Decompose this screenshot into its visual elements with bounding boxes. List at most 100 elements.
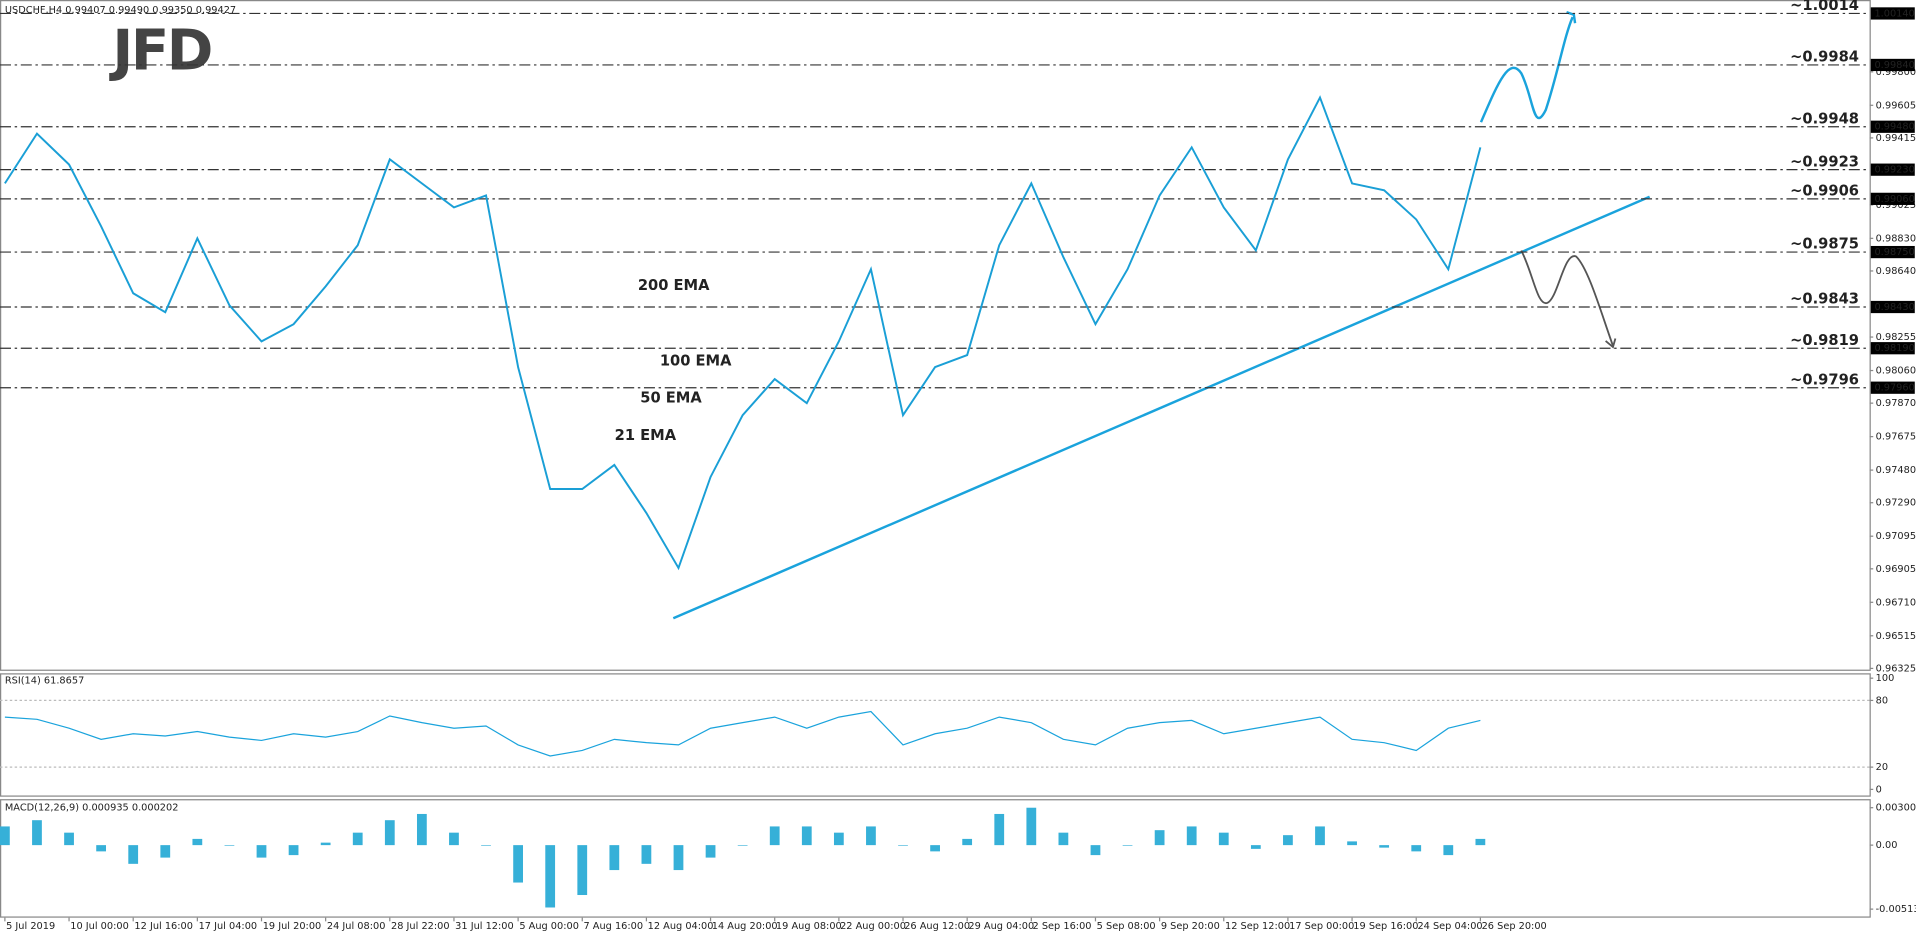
trendline [672, 195, 1651, 620]
x-tick-label: 17 Jul 04:00 [199, 921, 258, 932]
x-tick-label: 17 Sep 00:00 [1289, 921, 1354, 932]
y-tick-label: 80 [1876, 695, 1888, 706]
macd-bar [1154, 830, 1165, 846]
y-tick-label: 0.97095 [1876, 531, 1916, 542]
axis-level-label: 0.99840 [1874, 60, 1914, 71]
y-tick-label: 0.97290 [1876, 498, 1916, 509]
macd-bar [64, 832, 74, 846]
y-tick-label: 0.99025 [1876, 200, 1916, 211]
axis-level-label: 0.97960 [1874, 383, 1914, 394]
level-label: ~0.9923 [1790, 153, 1859, 170]
rsi-title: RSI(14) 61.8657 [5, 676, 84, 687]
axis-highlight [1870, 192, 1915, 205]
macd-bar [1379, 845, 1390, 848]
x-tick-label: 5 Jul 2019 [6, 921, 55, 932]
macd-bar [1250, 845, 1261, 849]
level-label: ~1.0014 [1790, 0, 1859, 14]
macd-bar [481, 845, 491, 846]
macd-bar [930, 845, 940, 852]
macd-bar [898, 845, 908, 846]
macd-bar [577, 845, 588, 896]
y-tick-label: 0.00 [1876, 840, 1898, 851]
macd-bar [1443, 845, 1454, 856]
macd-bar [32, 820, 42, 846]
price-panel [0, 0, 1871, 671]
axis-level-label: 0.98750 [1874, 247, 1914, 258]
y-tick-label: 0.99605 [1876, 100, 1916, 111]
y-tick-label: 0.96905 [1876, 564, 1916, 575]
macd-bar [320, 842, 331, 846]
rsi-line [4, 710, 1481, 757]
macd-bar [737, 845, 748, 846]
axis-level-label: 0.98190 [1874, 343, 1914, 354]
x-tick-label: 26 Aug 12:00 [904, 921, 970, 932]
y-tick-label: 0.99800 [1876, 67, 1916, 78]
level-label: ~0.9796 [1790, 371, 1859, 388]
y-tick-label: 0.98060 [1876, 366, 1916, 377]
ema-label: 50 EMA [640, 389, 702, 406]
x-tick-label: 19 Aug 08:00 [776, 921, 842, 932]
macd-bar [1475, 838, 1486, 846]
y-tick-label: 0.96515 [1876, 631, 1916, 642]
x-tick-label: 31 Jul 12:00 [455, 921, 514, 932]
y-tick-label: 0.98640 [1876, 266, 1916, 277]
rsi-panel [0, 673, 1871, 797]
y-tick-label: 0.003002 [1876, 803, 1916, 814]
macd-bar [96, 845, 107, 852]
axis-level-label: 0.98430 [1874, 302, 1914, 313]
projection-down [1520, 250, 1614, 347]
y-tick-label: 0.97675 [1876, 432, 1916, 443]
macd-bar [1218, 832, 1229, 846]
macd-bar [866, 826, 876, 846]
macd-bar [256, 845, 267, 858]
macd-bar [416, 813, 427, 846]
macd-bar [1186, 826, 1197, 846]
macd-bar [1058, 832, 1069, 846]
macd-bar [1315, 826, 1325, 846]
macd-bar [1122, 845, 1133, 846]
ema-label: 200 EMA [638, 277, 710, 294]
axis-level-label: 0.99480 [1874, 122, 1914, 133]
axis-level-label: 0.99230 [1874, 165, 1914, 176]
macd-bar [705, 845, 716, 858]
macd-bar [1411, 845, 1422, 852]
macd-bar [833, 832, 844, 846]
x-tick-label: 9 Sep 20:00 [1161, 921, 1220, 932]
macd-bar [160, 845, 171, 858]
macd-bar [0, 826, 10, 846]
axis-highlight [1870, 381, 1915, 394]
x-tick-label: 28 Jul 22:00 [391, 921, 450, 932]
macd-bar [545, 845, 556, 908]
x-tick-label: 12 Sep 12:00 [1225, 921, 1290, 932]
level-label: ~0.9875 [1790, 236, 1859, 253]
y-tick-label: 0.98255 [1876, 332, 1916, 343]
level-label: ~0.9906 [1790, 183, 1859, 200]
x-tick-label: 5 Aug 00:00 [519, 921, 579, 932]
y-tick-label: -0.005131 [1876, 904, 1916, 915]
y-tick-label: 0 [1876, 784, 1882, 795]
x-tick-label: 5 Sep 08:00 [1097, 921, 1156, 932]
macd-bar [224, 845, 235, 846]
macd-bar [673, 845, 684, 871]
level-label: ~0.9948 [1790, 110, 1859, 127]
y-tick-label: 0.96710 [1876, 597, 1916, 608]
x-tick-label: 14 Aug 20:00 [712, 921, 778, 932]
x-tick-label: 19 Jul 20:00 [263, 921, 322, 932]
ema-label: 21 EMA [615, 427, 677, 444]
macd-bar [641, 845, 652, 864]
macd-bar [513, 845, 523, 883]
level-label: ~0.9843 [1790, 291, 1859, 308]
y-tick-label: 0.99415 [1876, 133, 1916, 144]
macd-bar [1283, 835, 1293, 846]
x-tick-label: 10 Jul 00:00 [70, 921, 129, 932]
x-tick-label: 12 Jul 16:00 [134, 921, 193, 932]
axis-highlight [1870, 163, 1915, 176]
y-tick-label: 100 [1876, 673, 1895, 684]
x-tick-label: 26 Sep 20:00 [1482, 921, 1547, 932]
axis-highlight [1870, 120, 1915, 133]
frame [0, 0, 1871, 918]
macd-panel [0, 799, 1871, 918]
x-tick-label: 24 Jul 08:00 [327, 921, 386, 932]
